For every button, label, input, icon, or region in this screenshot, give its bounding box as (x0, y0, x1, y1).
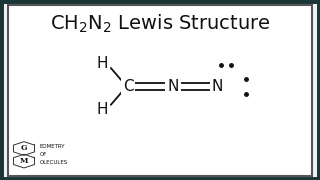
Text: OF: OF (39, 152, 47, 157)
Text: G: G (21, 145, 27, 152)
Text: N: N (212, 79, 223, 94)
Text: H: H (97, 55, 108, 71)
FancyBboxPatch shape (8, 4, 312, 176)
Text: C: C (123, 79, 133, 94)
Text: OLECULES: OLECULES (39, 159, 68, 165)
Text: N: N (167, 79, 179, 94)
Text: EOMETRY: EOMETRY (39, 144, 65, 149)
Text: M: M (20, 157, 28, 165)
Text: CH$_2$N$_2$ Lewis Structure: CH$_2$N$_2$ Lewis Structure (50, 13, 270, 35)
Text: H: H (97, 102, 108, 117)
